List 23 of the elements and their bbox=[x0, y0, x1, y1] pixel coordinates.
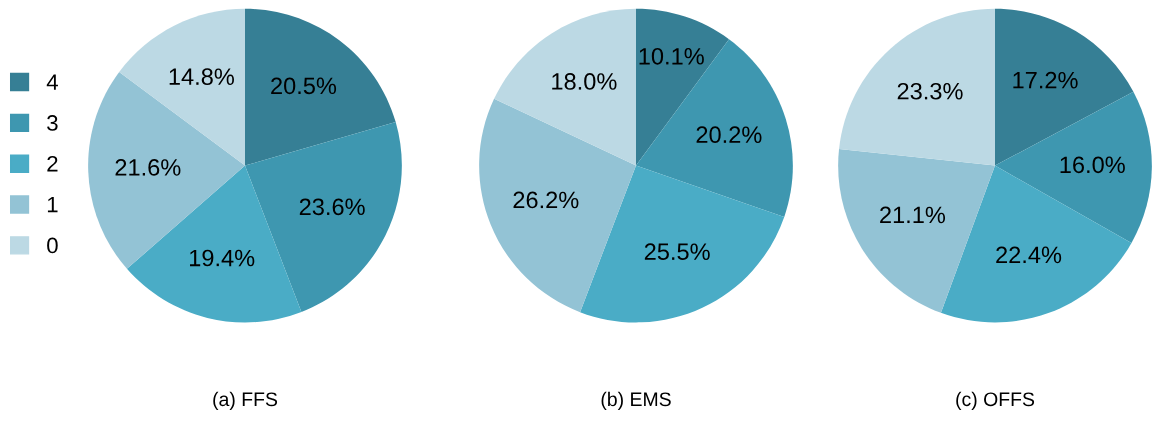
data-label: 26.2% bbox=[513, 191, 579, 209]
legend-label: 1 bbox=[47, 196, 58, 213]
text: (c) OFFS bbox=[956, 391, 1035, 410]
data-label: 23.3% bbox=[897, 82, 963, 100]
legend-label: 4 bbox=[46, 74, 58, 90]
legend-label: 2 bbox=[47, 155, 58, 172]
data-label: 20.5% bbox=[271, 77, 337, 95]
data-label: 20.2% bbox=[696, 126, 762, 144]
text: (b) EMS bbox=[601, 391, 671, 410]
legend-label: 3 bbox=[47, 115, 58, 131]
data-label: 19.4% bbox=[190, 249, 255, 267]
data-label: 18.0% bbox=[552, 73, 617, 90]
data-label: 17.2% bbox=[1013, 71, 1078, 89]
text: (a) FFS bbox=[213, 391, 278, 410]
data-label: 25.5% bbox=[644, 243, 710, 261]
data-label: 21.6% bbox=[115, 159, 181, 176]
data-label: 16.0% bbox=[1060, 156, 1125, 174]
data-label: 21.1% bbox=[880, 206, 946, 224]
data-label: 10.1% bbox=[639, 47, 704, 65]
legend-label: 0 bbox=[47, 237, 58, 254]
data-label: 23.6% bbox=[299, 198, 365, 216]
data-label: 14.8% bbox=[169, 68, 234, 86]
data-label: 22.4% bbox=[996, 246, 1062, 264]
